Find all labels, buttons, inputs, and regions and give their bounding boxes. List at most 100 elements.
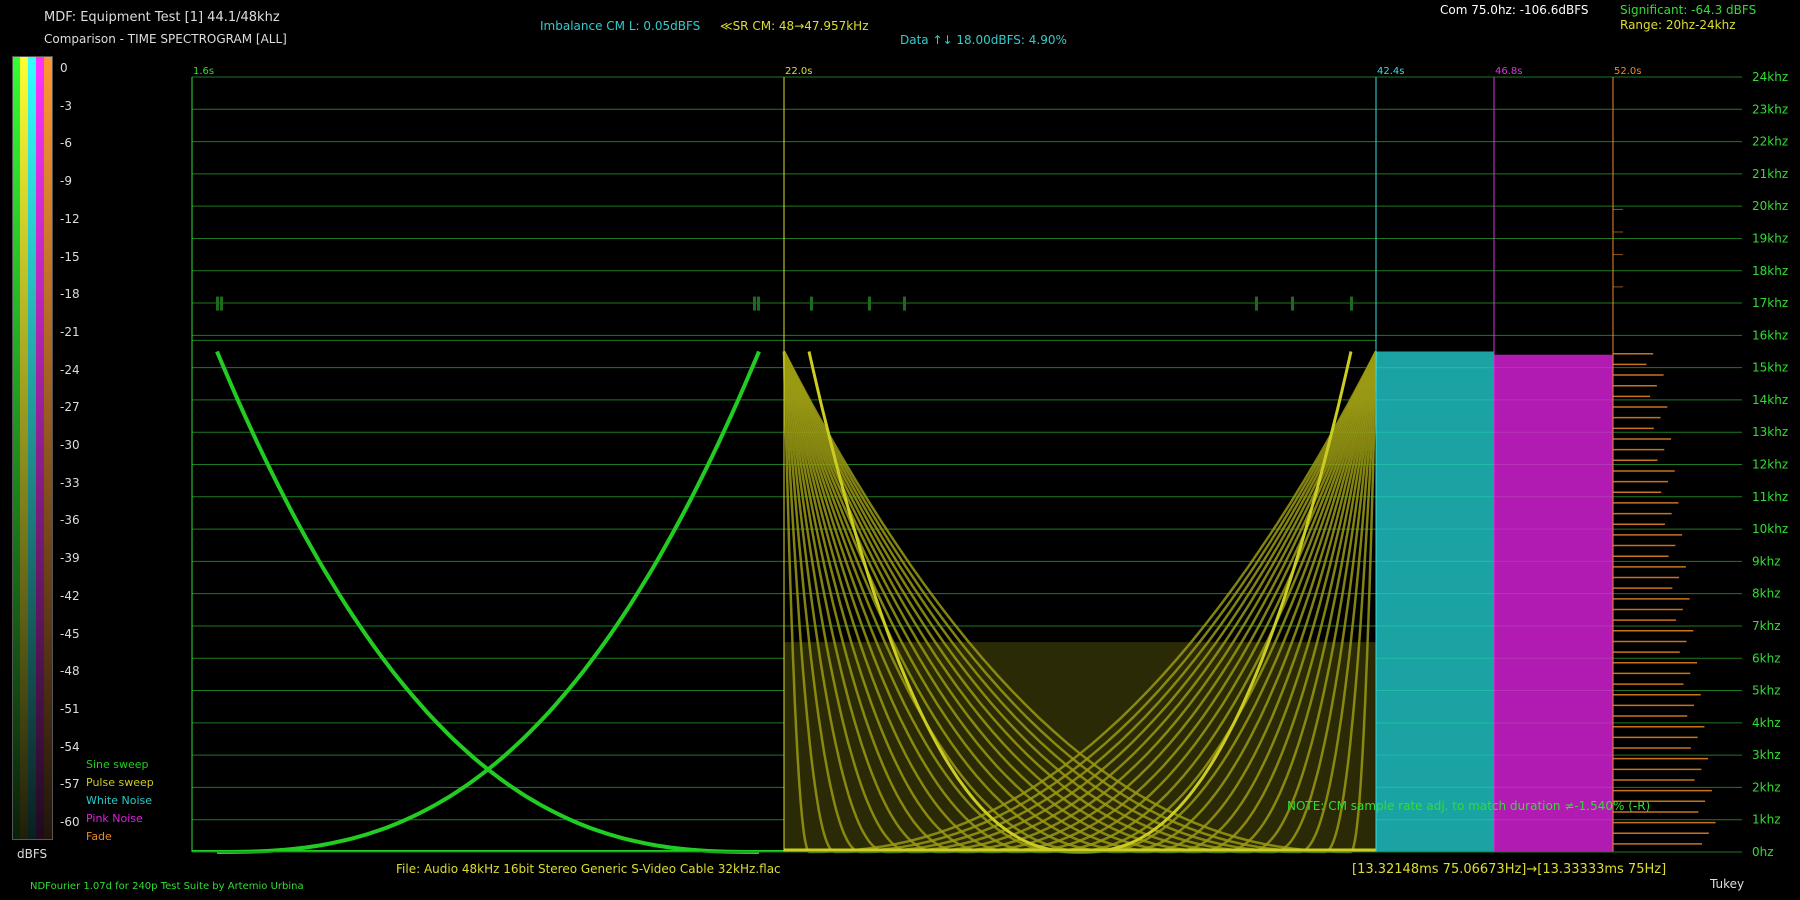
color-scale-tick: -30: [60, 438, 80, 452]
spectral-artifact: [216, 296, 219, 311]
pulse-sweep-curve: [782, 351, 836, 854]
pulse-sweep-curve: [964, 351, 1378, 854]
color-scale-tick: -6: [60, 136, 72, 151]
pulse-sweep-curve: [989, 351, 1378, 854]
y-tick-label: 5khz: [1752, 684, 1781, 698]
y-tick-label: 23khz: [1752, 102, 1788, 116]
time-marker-label: 1.6s: [193, 66, 214, 77]
time-marker-label: 52.0s: [1614, 66, 1641, 77]
range-readout: Range: 20hz-24khz: [1620, 18, 1736, 32]
spectral-artifact: [753, 296, 756, 311]
pulse-sweep-curve: [782, 351, 965, 854]
white-noise-block: [1376, 351, 1494, 852]
pulse-sweep-curve: [1092, 351, 1378, 854]
pulse-sweep-curve: [1170, 351, 1378, 854]
pulse-sweep-curve: [782, 351, 939, 854]
legend-entry: Sine sweep: [86, 758, 149, 771]
time-marker-label: 42.4s: [1377, 66, 1404, 77]
y-tick-label: 14khz: [1752, 393, 1788, 407]
pulse-sweep-curve: [782, 351, 1196, 854]
color-scale-unit: dBFS: [17, 847, 48, 861]
imbalance-readout: Imbalance CM L: 0.05dBFS: [540, 19, 701, 33]
y-tick-label: 15khz: [1752, 361, 1788, 375]
y-tick-label: 0hz: [1752, 845, 1774, 859]
color-scale-tick: 0: [60, 61, 68, 75]
y-tick-label: 4khz: [1752, 716, 1781, 730]
com-readout: Com 75.0hz: -106.6dBFS: [1440, 3, 1589, 17]
pink-noise-block: [1494, 354, 1613, 852]
timing-readout: [13.32148ms 75.06673Hz]→[13.33333ms 75Hz…: [1352, 862, 1667, 877]
y-tick-label: 7khz: [1752, 619, 1781, 633]
y-tick-label: 17khz: [1752, 296, 1788, 310]
pulse-sweep-curve: [1144, 351, 1378, 854]
pulse-sweep-curve: [782, 351, 1171, 854]
y-tick-label: 10khz: [1752, 522, 1788, 536]
pulse-sweep-curve: [1118, 351, 1378, 854]
pulse-sweep-curve: [782, 351, 862, 854]
color-scale-tick: -57: [60, 777, 80, 792]
pulse-sweep-curve: [782, 351, 1145, 854]
y-tick-label: 20khz: [1752, 199, 1788, 213]
pulse-sweep-curve: [782, 351, 1016, 854]
pulse-sweep-curve: [835, 350, 1378, 854]
color-scale-tick: -48: [60, 664, 80, 679]
pulse-sweep-curve: [1324, 351, 1378, 854]
sample-rate-readout: ≪SR CM: 48→47.957kHz: [720, 19, 869, 33]
pulse-sweep-curve: [886, 350, 1378, 854]
pulse-sweep-curve: [782, 350, 1325, 854]
pulse-sweep-curve: [782, 350, 1274, 854]
y-tick-label: 2khz: [1752, 780, 1781, 794]
color-scale-tick: -39: [60, 551, 80, 566]
legend-entry: Pink Noise: [86, 812, 143, 825]
window-function: Tukey: [1710, 877, 1745, 891]
spectral-artifact: [810, 296, 813, 311]
pulse-sweep-curve: [782, 351, 1248, 854]
color-scale-tick: -15: [60, 249, 80, 264]
spectral-artifact: [220, 296, 223, 311]
y-tick-label: 6khz: [1752, 651, 1781, 665]
data-readout: Data ↑↓ 18.00dBFS: 4.90%: [900, 33, 1067, 47]
pulse-sweep-curve: [1221, 351, 1378, 854]
pulse-sweep-curve: [1298, 351, 1378, 854]
significant-readout: Significant: -64.3 dBFS: [1620, 3, 1757, 17]
color-scale-tick: -12: [60, 211, 80, 226]
pulse-sweep-curve: [1041, 351, 1378, 854]
color-scale-tick: -51: [60, 701, 80, 716]
spectral-artifact: [1291, 296, 1294, 311]
pulse-sweep-curve: [782, 351, 990, 854]
pulse-sweep-curve: [782, 351, 1068, 854]
pulse-sweep-curve: [782, 351, 913, 854]
color-scale-tick: -54: [60, 739, 80, 754]
y-tick-label: 1khz: [1752, 813, 1781, 827]
y-tick-label: 16khz: [1752, 328, 1788, 342]
pulse-sweep-curve: [782, 350, 1299, 854]
credit-text: NDFourier 1.07d for 240p Test Suite by A…: [30, 881, 304, 892]
color-scale-tick: -9: [60, 174, 72, 189]
legend-entry: Pulse sweep: [86, 776, 154, 789]
color-scale-tick: -45: [60, 626, 80, 641]
color-scale-tick: -24: [60, 362, 80, 377]
pulse-sweep-curve: [1272, 351, 1378, 854]
pulse-sweep-curve: [782, 351, 888, 854]
rate-adjust-note: NOTE: CM sample rate adj. to match durat…: [1287, 799, 1651, 813]
pulse-sweep-curve: [782, 351, 810, 854]
y-tick-label: 18khz: [1752, 264, 1788, 278]
pulse-sweep-curve: [912, 351, 1378, 854]
y-tick-label: 24khz: [1752, 70, 1788, 84]
time-marker-label: 46.8s: [1495, 66, 1522, 77]
pulse-sweep-curve: [1350, 351, 1378, 854]
chart-subtitle: Comparison - TIME SPECTROGRAM [ALL]: [44, 32, 287, 46]
y-tick-label: 12khz: [1752, 458, 1788, 472]
pulse-sweep-curve: [809, 350, 1378, 854]
color-scale-tick: -60: [60, 815, 80, 829]
y-tick-label: 22khz: [1752, 135, 1788, 149]
pulse-sweep-curve: [782, 351, 1119, 854]
y-tick-label: 8khz: [1752, 587, 1781, 601]
pulse-sweep-curve: [938, 351, 1378, 854]
time-marker-label: 22.0s: [785, 66, 812, 77]
y-tick-label: 3khz: [1752, 748, 1781, 762]
color-scale-tick: -27: [60, 400, 80, 415]
legend-entry: Fade: [86, 830, 112, 843]
pulse-sweep-curve: [1015, 351, 1378, 854]
